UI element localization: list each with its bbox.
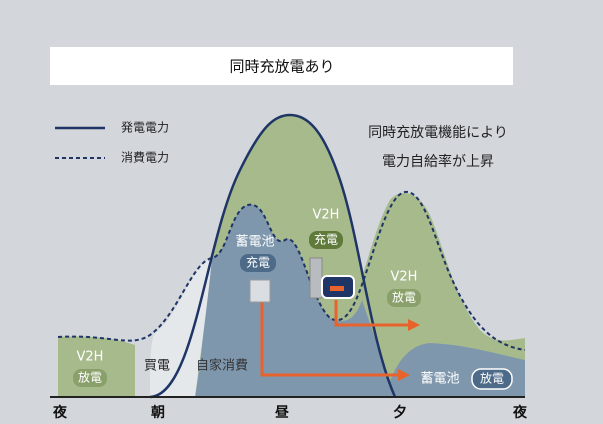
label: 蓄電池 (420, 372, 459, 387)
left-green-area (58, 337, 135, 397)
label: V2H (77, 350, 104, 365)
legend-label: 発電電力 (121, 121, 169, 135)
label: 蓄電池 (235, 235, 274, 250)
label: V2H (391, 270, 418, 285)
diagram: 同時充放電あり 発電電力 消費電力 同時充放電機能により 電力自給率が上昇 蓄電… (0, 0, 603, 424)
label: 自家消費 (196, 358, 248, 374)
annotation: 電力自給率が上昇 (382, 153, 494, 170)
label: 放電 (480, 371, 504, 386)
label: 充電 (314, 232, 338, 247)
battery-icon (250, 280, 270, 302)
x-label: 昼 (275, 405, 289, 421)
x-label: 夜 (52, 404, 68, 421)
label: 買電 (144, 359, 170, 374)
label: V2H (313, 208, 340, 223)
label: 放電 (392, 290, 416, 305)
label: 放電 (78, 370, 102, 385)
annotation: 同時充放電機能により (368, 125, 508, 141)
charger-icon (310, 258, 322, 298)
label: 充電 (246, 255, 270, 270)
x-label: 夕 (393, 404, 407, 421)
x-label: 朝 (151, 404, 165, 421)
x-label: 夜 (512, 404, 528, 421)
car-detail (330, 286, 344, 291)
legend-label: 消費電力 (121, 150, 169, 165)
title: 同時充放電あり (229, 58, 334, 76)
